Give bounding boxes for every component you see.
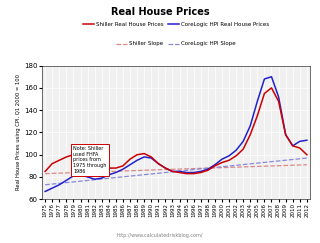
Text: Real House Prices: Real House Prices xyxy=(111,7,209,17)
Legend: Shiller Slope, CoreLogic HPI Slope: Shiller Slope, CoreLogic HPI Slope xyxy=(114,39,238,49)
Legend: Shiller Real House Prices, CoreLogic HPI Real House Prices: Shiller Real House Prices, CoreLogic HPI… xyxy=(80,20,272,29)
Y-axis label: Real House Prices using CPI, Q1 2000 = 100: Real House Prices using CPI, Q1 2000 = 1… xyxy=(16,74,21,191)
Text: http://www.calculatedriskblog.com/: http://www.calculatedriskblog.com/ xyxy=(117,233,203,238)
Text: Note: Shiller
used FHFA
prices from
1975 through
1986: Note: Shiller used FHFA prices from 1975… xyxy=(73,146,107,174)
